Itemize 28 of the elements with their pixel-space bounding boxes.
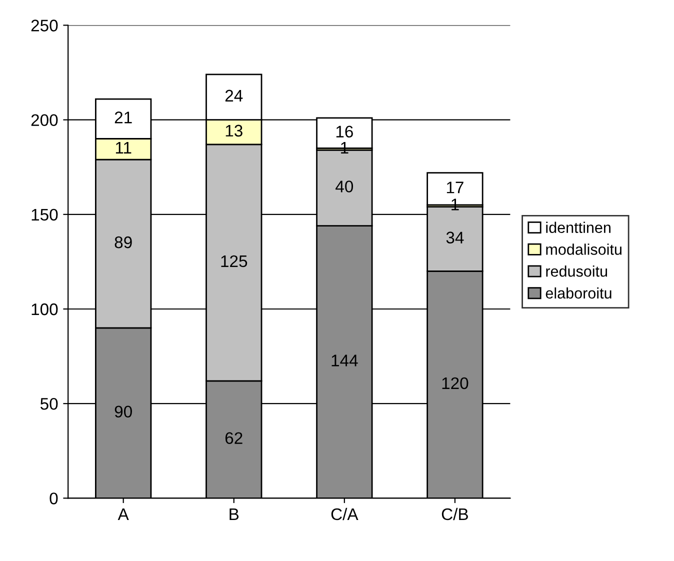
data-label: 34 — [446, 232, 464, 244]
y-tick-label: 200 — [31, 114, 58, 126]
legend-label: identtinen — [546, 222, 610, 233]
data-label: 144 — [332, 354, 358, 366]
data-label: 89 — [114, 236, 132, 248]
data-label: 62 — [225, 432, 242, 444]
data-label: 120 — [442, 377, 468, 390]
data-label: 90 — [114, 406, 132, 418]
data-label: 40 — [336, 180, 354, 192]
data-label: 17 — [446, 182, 464, 194]
y-tick-label: 250 — [31, 20, 58, 32]
data-label: 11 — [116, 142, 132, 154]
x-tick-label: C/B — [442, 508, 468, 520]
legend-label: redusoitu — [546, 266, 608, 277]
data-label: 13 — [226, 124, 242, 137]
y-tick-label: 100 — [32, 303, 58, 316]
data-label: 16 — [336, 126, 353, 138]
legend-label: elaboroitu — [546, 287, 612, 299]
y-tick-label: 50 — [40, 398, 58, 410]
y-tick-label: 150 — [32, 208, 58, 221]
x-tick-label: C/A — [331, 508, 358, 520]
legend-label: modalisoitu — [546, 244, 622, 255]
data-label: 125 — [221, 255, 248, 268]
x-tick-label: B — [230, 508, 239, 520]
y-tick-label: 0 — [50, 492, 58, 504]
data-label: 24 — [225, 90, 243, 102]
data-label: 21 — [114, 112, 132, 124]
x-tick-label: A — [118, 508, 129, 520]
